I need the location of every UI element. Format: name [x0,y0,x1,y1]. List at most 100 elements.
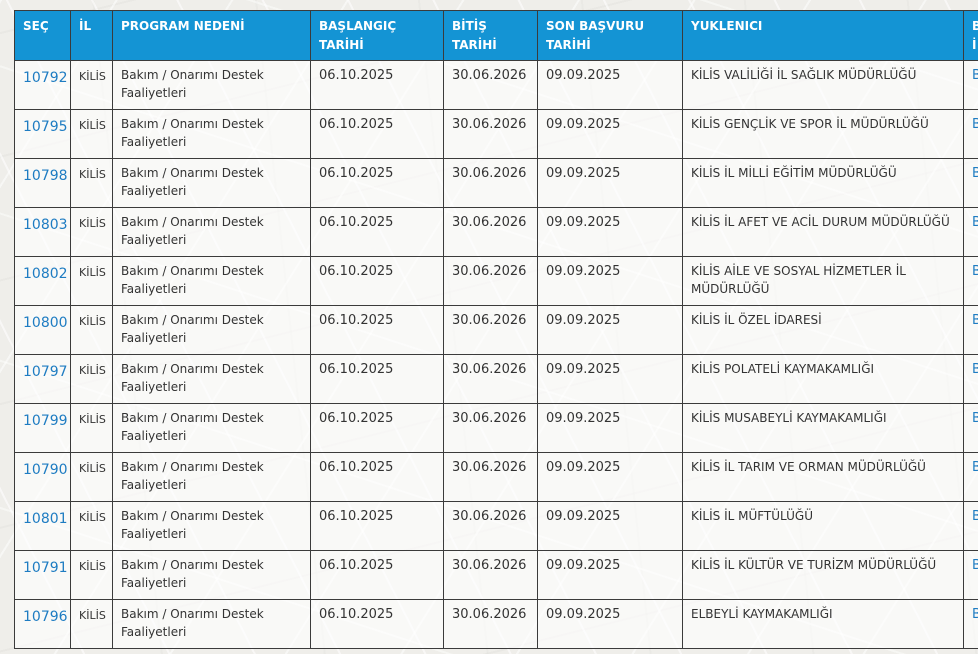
col-header-action: B İ [963,9,978,62]
action-link[interactable]: B [972,460,978,475]
start-date-cell: 06.10.2025 [310,109,444,160]
programs-table: SEÇ İL PROGRAM NEDENİ BAŞLANGIÇ TARİHİ B… [14,9,978,650]
program-id-cell: 10798 [14,158,71,209]
action-link[interactable]: B [972,607,978,622]
end-date-cell: 30.06.2026 [443,60,538,111]
program-reason-cell: Bakım / Onarımı Destek Faaliyetleri [112,207,311,258]
deadline-date-cell: 09.09.2025 [537,109,683,160]
start-date-cell: 06.10.2025 [310,60,444,111]
contractor-cell: KİLİS AİLE VE SOSYAL HİZMETLER İL MÜDÜRL… [682,256,964,307]
program-id-cell: 10795 [14,109,71,160]
province-cell: KİLİS [70,403,113,454]
col-header-program-nedeni: PROGRAM NEDENİ [112,9,311,62]
table-row: 10796 KİLİS Bakım / Onarımı Destek Faaliye… [14,599,978,650]
contractor-cell: ELBEYLİ KAYMAKAMLIĞI [682,599,964,650]
deadline-date-cell: 09.09.2025 [537,452,683,503]
program-reason-cell: Bakım / Onarımı Destek Faaliyetleri [112,501,311,552]
end-date-cell: 30.06.2026 [443,305,538,356]
program-reason-cell: Bakım / Onarımı Destek Faaliyetleri [112,305,311,356]
action-link[interactable]: B [972,166,978,181]
start-date-cell: 06.10.2025 [310,501,444,552]
action-cell: B [963,452,978,503]
program-reason-cell: Bakım / Onarımı Destek Faaliyetleri [112,256,311,307]
end-date-cell: 30.06.2026 [443,158,538,209]
action-link[interactable]: B [972,411,978,426]
deadline-date-cell: 09.09.2025 [537,60,683,111]
program-id-link[interactable]: 10798 [23,168,68,185]
action-link[interactable]: B [972,362,978,377]
action-cell: B [963,550,978,601]
program-id-link[interactable]: 10796 [23,609,68,626]
deadline-date-cell: 09.09.2025 [537,550,683,601]
program-reason-cell: Bakım / Onarımı Destek Faaliyetleri [112,550,311,601]
table-header: SEÇ İL PROGRAM NEDENİ BAŞLANGIÇ TARİHİ B… [14,9,978,62]
table-row: 10798 KİLİS Bakım / Onarımı Destek Faaliye… [14,158,978,209]
table-row: 10792 KİLİS Bakım / Onarımı Destek Faaliye… [14,60,978,111]
start-date-cell: 06.10.2025 [310,599,444,650]
contractor-cell: KİLİS İL TARIM VE ORMAN MÜDÜRLÜĞÜ [682,452,964,503]
program-id-link[interactable]: 10791 [23,560,68,577]
program-id-link[interactable]: 10795 [23,119,68,136]
program-id-link[interactable]: 10802 [23,266,68,283]
action-link[interactable]: B [972,68,978,83]
program-id-link[interactable]: 10803 [23,217,68,234]
contractor-cell: KİLİS İL AFET VE ACİL DURUM MÜDÜRLÜĞÜ [682,207,964,258]
deadline-date-cell: 09.09.2025 [537,158,683,209]
action-cell: B [963,158,978,209]
table-body: 10792 KİLİS Bakım / Onarımı Destek Faaliye… [14,60,978,650]
action-link[interactable]: B [972,117,978,132]
program-id-cell: 10799 [14,403,71,454]
action-cell: B [963,207,978,258]
program-id-cell: 10803 [14,207,71,258]
province-cell: KİLİS [70,207,113,258]
program-id-link[interactable]: 10790 [23,462,68,479]
program-id-cell: 10791 [14,550,71,601]
deadline-date-cell: 09.09.2025 [537,501,683,552]
start-date-cell: 06.10.2025 [310,305,444,356]
table-row: 10791 KİLİS Bakım / Onarımı Destek Faaliye… [14,550,978,601]
action-link[interactable]: B [972,313,978,328]
start-date-cell: 06.10.2025 [310,452,444,503]
col-header-il: İL [70,9,113,62]
program-id-link[interactable]: 10801 [23,511,68,528]
program-id-cell: 10802 [14,256,71,307]
col-header-son-basvuru-tarihi: SON BAŞVURU TARİHİ [537,9,683,62]
contractor-cell: KİLİS POLATELİ KAYMAKAMLIĞI [682,354,964,405]
action-cell: B [963,60,978,111]
action-cell: B [963,599,978,650]
start-date-cell: 06.10.2025 [310,256,444,307]
province-cell: KİLİS [70,354,113,405]
col-header-yuklenici: YUKLENICI [682,9,964,62]
contractor-cell: KİLİS GENÇLİK VE SPOR İL MÜDÜRLÜĞÜ [682,109,964,160]
province-cell: KİLİS [70,452,113,503]
action-cell: B [963,354,978,405]
program-id-link[interactable]: 10799 [23,413,68,430]
end-date-cell: 30.06.2026 [443,109,538,160]
deadline-date-cell: 09.09.2025 [537,305,683,356]
program-id-cell: 10796 [14,599,71,650]
deadline-date-cell: 09.09.2025 [537,256,683,307]
program-reason-cell: Bakım / Onarımı Destek Faaliyetleri [112,60,311,111]
table-row: 10795 KİLİS Bakım / Onarımı Destek Faaliye… [14,109,978,160]
deadline-date-cell: 09.09.2025 [537,403,683,454]
program-id-link[interactable]: 10797 [23,364,68,381]
end-date-cell: 30.06.2026 [443,452,538,503]
contractor-cell: KİLİS MUSABEYLİ KAYMAKAMLIĞI [682,403,964,454]
action-cell: B [963,109,978,160]
program-id-cell: 10790 [14,452,71,503]
program-id-link[interactable]: 10792 [23,70,68,87]
action-link[interactable]: B [972,264,978,279]
action-link[interactable]: B [972,215,978,230]
province-cell: KİLİS [70,158,113,209]
action-link[interactable]: B [972,509,978,524]
col-header-bitis-tarihi: BİTİŞ TARİHİ [443,9,538,62]
table-row: 10803 KİLİS Bakım / Onarımı Destek Faaliye… [14,207,978,258]
header-row: SEÇ İL PROGRAM NEDENİ BAŞLANGIÇ TARİHİ B… [14,9,978,62]
end-date-cell: 30.06.2026 [443,501,538,552]
deadline-date-cell: 09.09.2025 [537,354,683,405]
contractor-cell: KİLİS İL ÖZEL İDARESİ [682,305,964,356]
start-date-cell: 06.10.2025 [310,403,444,454]
action-link[interactable]: B [972,558,978,573]
contractor-cell: KİLİS İL MİLLİ EĞİTİM MÜDÜRLÜĞÜ [682,158,964,209]
program-id-link[interactable]: 10800 [23,315,68,332]
